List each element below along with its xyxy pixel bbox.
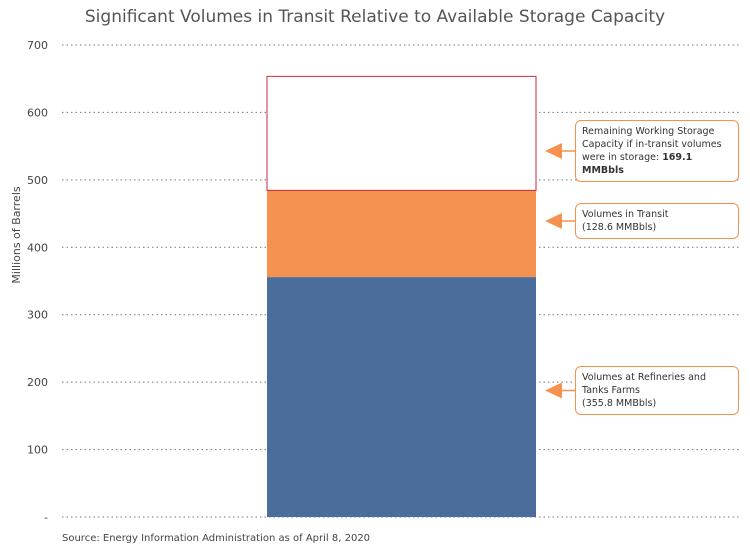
callout-arrow-head <box>545 143 562 159</box>
callout: Remaining Working Storage Capacity if in… <box>575 120 739 182</box>
callout-arrow-head <box>545 213 562 229</box>
bar-segment <box>266 75 537 191</box>
callout: Volumes at Refineries and Tanks Farms (35… <box>575 366 739 415</box>
y-axis-label: Millions of Barrels <box>10 186 23 283</box>
source-note: Source: Energy Information Administratio… <box>62 533 370 544</box>
callout-name: Remaining Working Storage Capacity if in… <box>582 126 722 163</box>
callout-name: Volumes at Refineries and Tanks Farms <box>582 372 706 396</box>
y-tick-label: 100 <box>27 444 48 457</box>
y-tick-label: 700 <box>27 39 48 52</box>
y-tick-label: 500 <box>27 174 48 187</box>
y-tick-label: 600 <box>27 106 48 119</box>
callout: Volumes in Transit (128.6 MMBbls) <box>575 203 739 239</box>
callout-arrow-head <box>545 382 562 399</box>
y-tick-label: - <box>44 511 48 524</box>
chart-title: Significant Volumes in Transit Relative … <box>85 7 665 27</box>
value-label: 169.1 MMBbls <box>582 152 693 176</box>
value-label: (355.8 MMBbls) <box>582 398 657 409</box>
callout-name: Volumes in Transit <box>582 209 669 220</box>
y-tick-label: 300 <box>27 309 48 322</box>
y-tick-label: 200 <box>27 376 48 389</box>
bar-segment <box>267 277 536 517</box>
bar-segment <box>267 190 536 278</box>
y-tick-label: 400 <box>27 241 48 254</box>
value-label: (128.6 MMBbls) <box>582 222 657 233</box>
